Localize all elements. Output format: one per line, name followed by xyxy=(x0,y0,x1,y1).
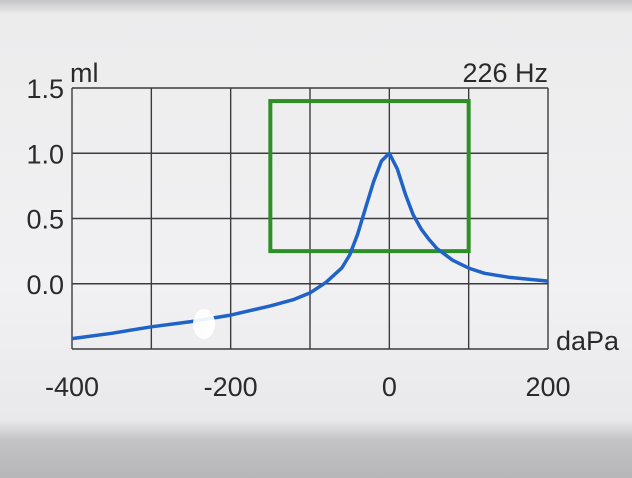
compliance-box xyxy=(268,99,471,254)
x-tick-label: 200 xyxy=(525,372,570,402)
x-tick-label: 0 xyxy=(382,372,397,402)
y-axis-unit-label: ml xyxy=(70,58,99,88)
y-tick-label: 0.5 xyxy=(26,205,64,235)
x-tick-label: -400 xyxy=(45,372,99,402)
y-tick-label: 1.5 xyxy=(26,74,64,104)
tympanogram-curve xyxy=(71,151,549,341)
frequency-label: 226 Hz xyxy=(462,58,548,88)
x-axis-unit-label: daPa xyxy=(556,326,620,356)
x-tick-label: -200 xyxy=(204,372,258,402)
glare-spot xyxy=(193,309,215,339)
y-tick-label: 0.0 xyxy=(26,270,64,300)
y-tick-label: 1.0 xyxy=(26,139,64,169)
grid xyxy=(71,87,549,350)
